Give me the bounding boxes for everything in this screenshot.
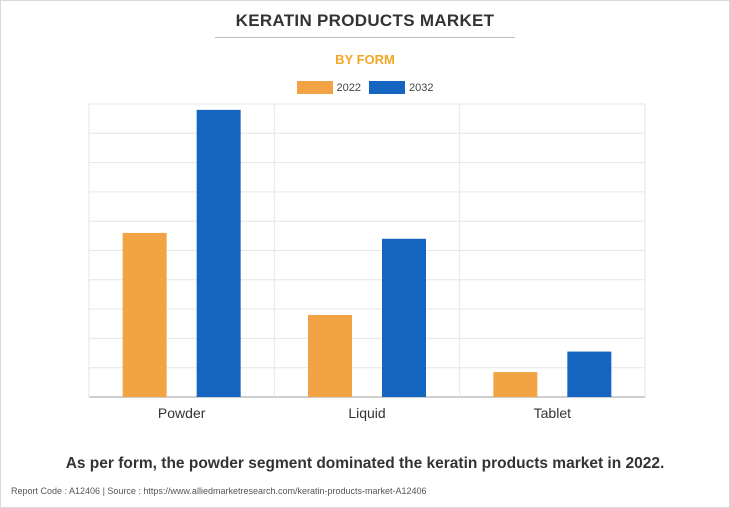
legend-swatch-2022 bbox=[296, 81, 333, 94]
title-divider bbox=[215, 37, 515, 38]
bar-powder-2032 bbox=[196, 109, 241, 398]
chart-footnote: As per form, the powder segment dominate… bbox=[65, 455, 665, 472]
legend-item-2022[interactable]: 2022 bbox=[296, 81, 361, 94]
bar-tablet-2022 bbox=[493, 372, 538, 397]
x-tick-label-tablet: Tablet bbox=[534, 405, 571, 421]
x-tick-label-liquid: Liquid bbox=[348, 405, 385, 421]
chart-title: KERATIN PRODUCTS MARKET bbox=[235, 11, 495, 30]
x-tick-label-powder: Powder bbox=[158, 405, 206, 421]
bar-tablet-2032 bbox=[567, 351, 612, 397]
report-source: Report Code : A12406 | Source : https://… bbox=[11, 486, 427, 496]
legend: 2022 2032 bbox=[0, 81, 730, 94]
chart-subtitle: BY FORM bbox=[335, 52, 395, 67]
bar-liquid-2032 bbox=[382, 238, 426, 397]
bar-powder-2022 bbox=[122, 232, 167, 397]
bar-liquid-2022 bbox=[308, 314, 352, 397]
legend-swatch-2032 bbox=[369, 81, 405, 94]
legend-label-2022: 2022 bbox=[336, 81, 361, 94]
legend-item-2032[interactable]: 2032 bbox=[369, 81, 433, 94]
legend-label-2032: 2032 bbox=[409, 81, 434, 94]
